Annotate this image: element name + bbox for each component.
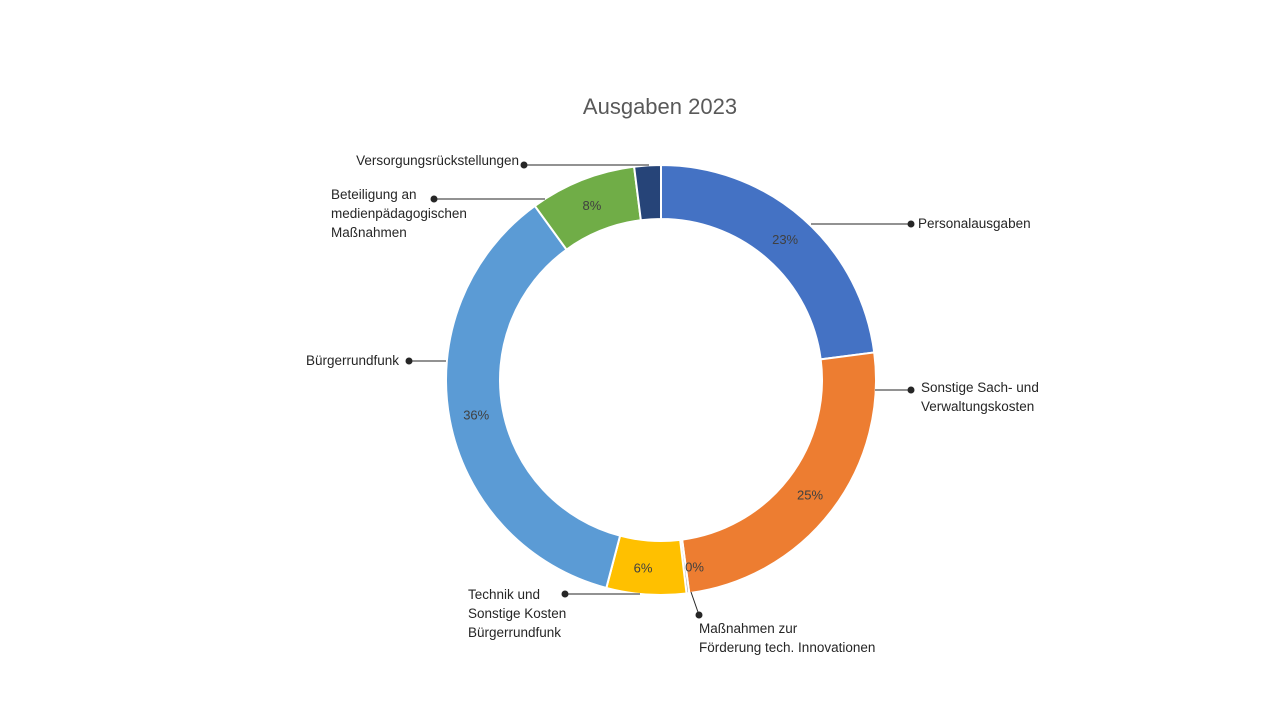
leader-dot-buergerrundfunk [405,357,413,365]
chart-title: Ausgaben 2023 [583,94,737,119]
pct-label-massnahmen-zur-foerderung-tech-innovationen: 0% [685,560,704,575]
category-label-personalausgaben: Personalausgaben [918,216,1031,231]
slice-versorgungsrueckstellungen [632,163,662,222]
pct-label-beteiligung-an-medienpaedagogischen-massnahmen: 8% [583,198,602,213]
category-label-technik-und-sonstige-kosten-buergerrundfunk: Technik und Sonstige Kosten Bürgerrundfunk [468,587,566,640]
label-group: 23% Personalausgaben 25% Sonstige Sach- und… [306,153,1039,655]
category-label-sonstige-sach-und-verwaltungskosten: Sonstige Sach- und Verwaltungskosten [921,380,1039,414]
pct-label-technik-und-sonstige-kosten-buergerrundfunk: 6% [634,561,653,576]
pct-label-personalausgaben: 23% [772,232,798,247]
slice-buergerrundfunk [445,204,622,590]
category-label-versorgungsrueckstellungen: Versorgungsrückstellungen [356,153,519,168]
category-label-buergerrundfunk: Bürgerrundfunk [306,353,399,368]
slice-sonstige-sach-und-verwaltungskosten [681,351,877,595]
leader-dot-sonstige-sach-und-verwaltungskosten [907,386,915,394]
leader-group [405,161,915,619]
category-label-beteiligung-an-medienpaedagogischen-massnahmen: Beteiligung an medienpädagogischen Maßnahm… [331,187,467,240]
leader-dot-massnahmen-zur-foerderung-tech-innovationen [695,611,703,619]
slice-personalausgaben [660,163,876,361]
slice-group [445,163,877,596]
leader-line-massnahmen-zur-foerderung-tech-innovationen [690,591,700,616]
leader-dot-technik-und-sonstige-kosten-buergerrundfunk [561,590,569,598]
pct-label-sonstige-sach-und-verwaltungskosten: 25% [797,488,823,503]
leader-dot-personalausgaben [907,220,915,228]
leader-dot-versorgungsrueckstellungen [520,161,528,169]
pct-label-buergerrundfunk: 36% [463,408,489,423]
leader-dot-beteiligung-an-medienpaedagogischen-massnahmen [430,195,438,203]
category-label-massnahmen-zur-foerderung-tech-innovationen: Maßnahmen zur Förderung tech. Innovatione… [699,621,875,655]
